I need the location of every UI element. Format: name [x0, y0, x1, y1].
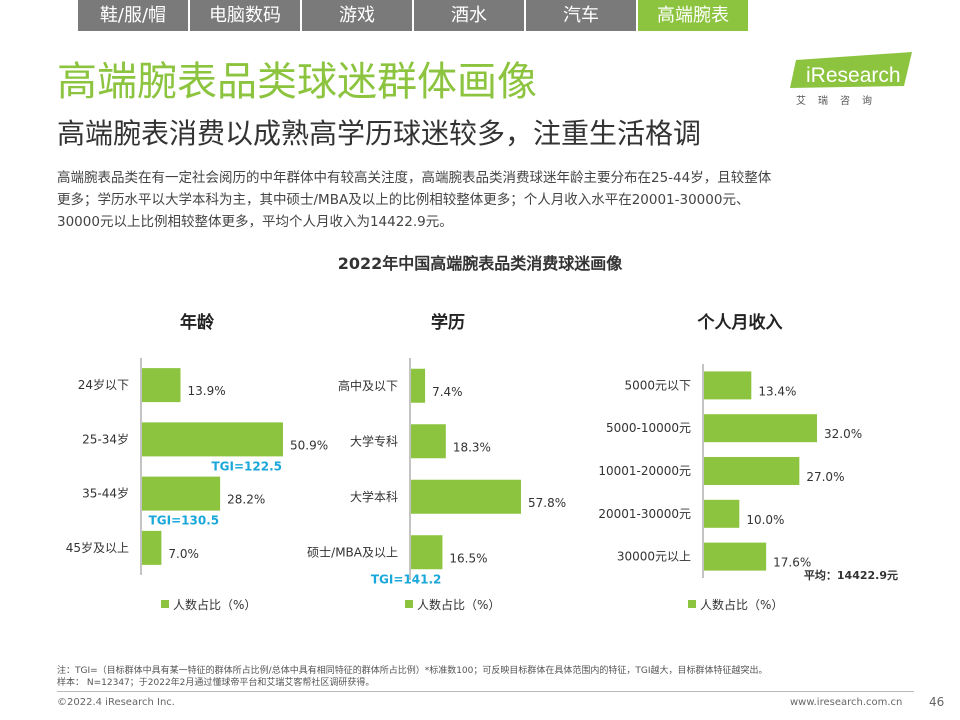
bar [411, 424, 446, 459]
category-label: 高中及以下 [338, 378, 398, 393]
data-label: 7.0% [168, 547, 199, 561]
description-line: 更多；学历水平以大学本科为主，其中硕士/MBA及以上的比例相较整体更多；个人月收… [57, 192, 750, 208]
copyright: ©2022.4 iResearch Inc. [57, 697, 175, 708]
description-line: 高端腕表品类在有一定社会阅历的中年群体中有较高关注度，高端腕表品类消费球迷年龄主… [57, 170, 772, 186]
data-label: 10.0% [746, 513, 784, 527]
page-subtitle: 高端腕表消费以成熟高学历球迷较多，注重生活格调 [57, 117, 702, 150]
category-label: 20001-30000元 [598, 507, 691, 521]
data-label: 16.5% [449, 551, 487, 565]
footer-divider [57, 691, 914, 692]
tab-digital[interactable]: 电脑数码 [190, 0, 300, 31]
legend-swatch [405, 600, 413, 608]
tgi-annotation: TGI=130.5 [149, 514, 220, 528]
legend-label: 人数占比（%） [700, 597, 783, 612]
data-label: 28.2% [227, 493, 265, 507]
data-label: 18.3% [453, 440, 491, 454]
average-income-note: 平均：14422.9元 [804, 568, 898, 582]
data-label: 7.4% [432, 385, 463, 399]
tab-games[interactable]: 游戏 [302, 0, 412, 31]
panel-title: 个人月收入 [697, 312, 783, 333]
tab-luxury-watch[interactable]: 高端腕表 [638, 0, 748, 31]
bar [411, 479, 521, 514]
tgi-annotation: TGI=141.2 [371, 572, 442, 586]
chart-title: 2022年中国高端腕表品类消费球迷画像 [337, 254, 623, 273]
category-label: 35-44岁 [82, 486, 129, 501]
logo-shape [790, 52, 912, 88]
bar [704, 457, 800, 485]
footnote-line: 注：TGI=（目标群体中具有某一特征的群体所占比例/总体中具有相同特征的群体所占… [57, 666, 768, 676]
category-label: 硕士/MBA及以上 [307, 545, 398, 559]
bar [142, 530, 162, 565]
category-label: 大学本科 [350, 489, 398, 504]
category-label: 大学专科 [350, 433, 398, 448]
data-label: 17.6% [773, 556, 811, 570]
bar [142, 368, 181, 403]
tab-shoes-apparel[interactable]: 鞋/服/帽 [78, 0, 188, 31]
logo-subtext: 艾瑞咨询 [796, 96, 884, 107]
tab-liquor[interactable]: 酒水 [414, 0, 524, 31]
panel-title: 年龄 [180, 312, 215, 333]
category-tabs: 鞋/服/帽 电脑数码 游戏 酒水 汽车 高端腕表 [78, 0, 750, 31]
bar [411, 535, 443, 570]
legend-label: 人数占比（%） [173, 597, 256, 612]
category-label: 5000元以下 [624, 378, 691, 392]
page-title: 高端腕表品类球迷群体画像 [57, 59, 537, 105]
data-label: 50.9% [290, 438, 328, 452]
bar [704, 371, 752, 400]
tab-auto[interactable]: 汽车 [526, 0, 636, 31]
category-label: 25-34岁 [82, 431, 129, 446]
footnote-line: 样本： N=12347；于2022年2月通过懂球帝平台和艾瑞艾客帮社区调研获得。 [57, 678, 375, 688]
legend-swatch [688, 600, 696, 608]
bar [411, 368, 426, 403]
bar [704, 542, 767, 571]
category-label: 30000元以上 [617, 550, 691, 564]
bar [704, 499, 740, 528]
iresearch-logo: iResearch 艾瑞咨询 [790, 52, 920, 107]
tgi-annotation: TGI=122.5 [211, 459, 282, 473]
page-number: 46 [929, 695, 945, 709]
footer-url[interactable]: www.iresearch.com.cn [790, 697, 903, 708]
category-label: 10001-20000元 [598, 464, 691, 478]
data-label: 32.0% [824, 427, 862, 441]
footnote: 注：TGI=（目标群体中具有某一特征的群体所占比例/总体中具有相同特征的群体所占… [57, 665, 768, 689]
category-label: 45岁及以上 [66, 540, 129, 555]
legend-label: 人数占比（%） [417, 597, 500, 612]
data-label: 57.8% [528, 496, 566, 510]
bar [704, 414, 817, 443]
description: 高端腕表品类在有一定社会阅历的中年群体中有较高关注度，高端腕表品类消费球迷年龄主… [57, 167, 912, 233]
data-label: 27.0% [806, 470, 844, 484]
category-label: 5000-10000元 [606, 421, 691, 435]
panel-title: 学历 [431, 312, 465, 333]
bar [142, 422, 283, 457]
data-label: 13.9% [188, 384, 226, 398]
bar [142, 476, 221, 511]
legend-swatch [161, 600, 169, 608]
data-label: 13.4% [758, 384, 796, 398]
logo-text: iResearch [806, 64, 901, 87]
description-line: 30000元以上比例相较整体更多，平均个人月收入为14422.9元。 [57, 214, 453, 230]
category-label: 24岁以下 [78, 377, 129, 392]
